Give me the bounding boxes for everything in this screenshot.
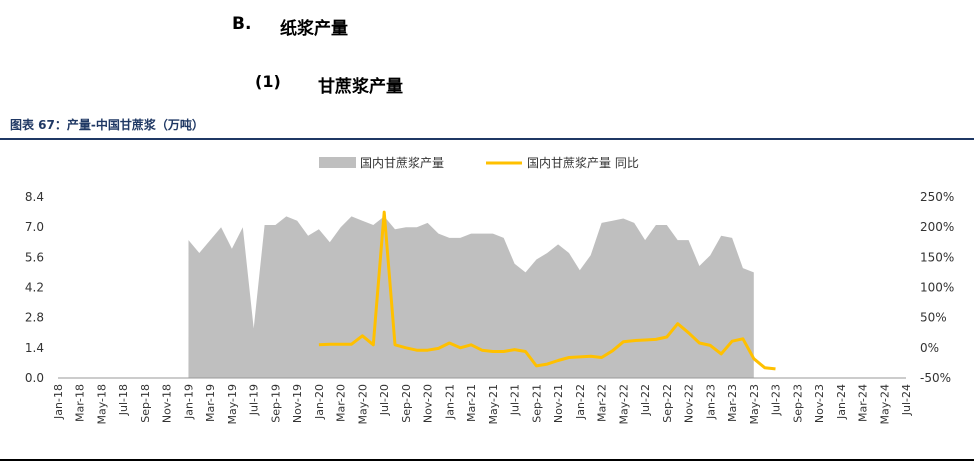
chart-legend: 国内甘蔗浆产量 国内甘蔗浆产量 同比 — [319, 155, 639, 170]
x-tick-label: Jan-18 — [52, 384, 65, 420]
y-right-tick-label: -50% — [920, 371, 951, 385]
figure-caption: 图表 67：产量-中国甘蔗浆（万吨） — [10, 118, 204, 132]
x-tick-label: May-22 — [617, 384, 630, 425]
caption-divider — [0, 138, 974, 140]
y-right-tick-label: 250% — [920, 190, 954, 204]
y-right-tick-label: 50% — [920, 311, 947, 325]
y-right-tick-label: 0% — [920, 341, 939, 355]
x-tick-label: Mar-19 — [204, 384, 217, 422]
section-b-label: B. — [232, 14, 252, 34]
x-tick-label: Sep-22 — [661, 384, 674, 423]
x-tick-label: Jul-22 — [639, 384, 652, 416]
x-tick-label: Jul-23 — [770, 384, 783, 416]
y-left-tick-label: 8.4 — [25, 190, 44, 204]
line-series-yoy — [318, 210, 776, 371]
legend-label-area: 国内甘蔗浆产量 — [360, 155, 444, 170]
legend-label-line: 国内甘蔗浆产量 同比 — [527, 155, 639, 170]
y-right-tick-label: 150% — [920, 250, 954, 264]
area-series-domestic-production — [188, 216, 754, 378]
x-tick-label: Jul-18 — [117, 384, 130, 416]
y-left-tick-label: 7.0 — [25, 220, 44, 234]
y-right-tick-label: 200% — [920, 220, 954, 234]
x-tick-label: Nov-21 — [552, 384, 565, 423]
x-tick-label: Jul-19 — [248, 384, 261, 416]
x-tick-label: Nov-23 — [813, 384, 826, 423]
x-tick-label: May-19 — [226, 384, 239, 425]
x-tick-label: Jan-21 — [443, 384, 456, 420]
x-tick-label: Jan-20 — [313, 384, 326, 420]
subsection-title: 甘蔗浆产量 — [318, 77, 403, 97]
subsection-label: (1) — [255, 72, 281, 91]
x-tick-label: Mar-22 — [596, 384, 609, 422]
x-tick-label: Jan-24 — [835, 384, 848, 420]
x-tick-label: May-20 — [356, 384, 369, 425]
x-tick-label: Nov-19 — [291, 384, 304, 423]
x-tick-label: Sep-23 — [791, 384, 804, 423]
bottom-divider — [0, 459, 974, 461]
x-tick-label: Sep-21 — [530, 384, 543, 423]
legend-swatch-area — [319, 157, 356, 168]
production-chart: 国内甘蔗浆产量 国内甘蔗浆产量 同比 0.0 1.4 2.8 4.2 5.6 7.0 8.4… — [25, 155, 954, 425]
x-tick-label: May-18 — [96, 384, 109, 425]
plot-area: 0.0 1.4 2.8 4.2 5.6 7.0 8.4 -50% 0% 50% 100% 150% 20… — [25, 190, 954, 425]
x-tick-label: Nov-20 — [422, 384, 435, 423]
y-right-tick-label: 100% — [920, 281, 954, 295]
x-tick-label: Sep-18 — [139, 384, 152, 423]
y-left-tick-label: 2.8 — [25, 311, 44, 325]
x-tick-label: Sep-19 — [269, 384, 282, 423]
x-tick-label: Mar-21 — [465, 384, 478, 422]
x-tick-label: Nov-22 — [683, 384, 696, 423]
x-tick-label: Jan-19 — [183, 384, 196, 420]
x-tick-label: Jan-22 — [574, 384, 587, 420]
x-tick-label: Jul-24 — [900, 384, 913, 416]
x-tick-label: Mar-18 — [74, 384, 87, 422]
x-tick-label: Nov-18 — [161, 384, 174, 423]
y-left-tick-label: 0.0 — [25, 371, 44, 385]
y-left-tick-label: 4.2 — [25, 281, 44, 295]
x-tick-label: Jul-20 — [378, 384, 391, 416]
x-tick-label: Mar-23 — [726, 384, 739, 422]
x-tick-label: May-23 — [748, 384, 761, 425]
x-tick-label: Mar-24 — [857, 384, 870, 422]
y-left-tick-label: 1.4 — [25, 341, 44, 355]
x-tick-label: Mar-20 — [335, 384, 348, 422]
y-left-tick-label: 5.6 — [25, 250, 44, 264]
x-tick-label: Sep-20 — [400, 384, 413, 423]
section-b-title: 纸浆产量 — [280, 19, 348, 39]
x-tick-label: May-21 — [487, 384, 500, 425]
x-tick-label: May-24 — [878, 384, 891, 425]
x-tick-label: Jul-21 — [509, 384, 522, 416]
x-tick-label: Jan-23 — [704, 384, 717, 420]
